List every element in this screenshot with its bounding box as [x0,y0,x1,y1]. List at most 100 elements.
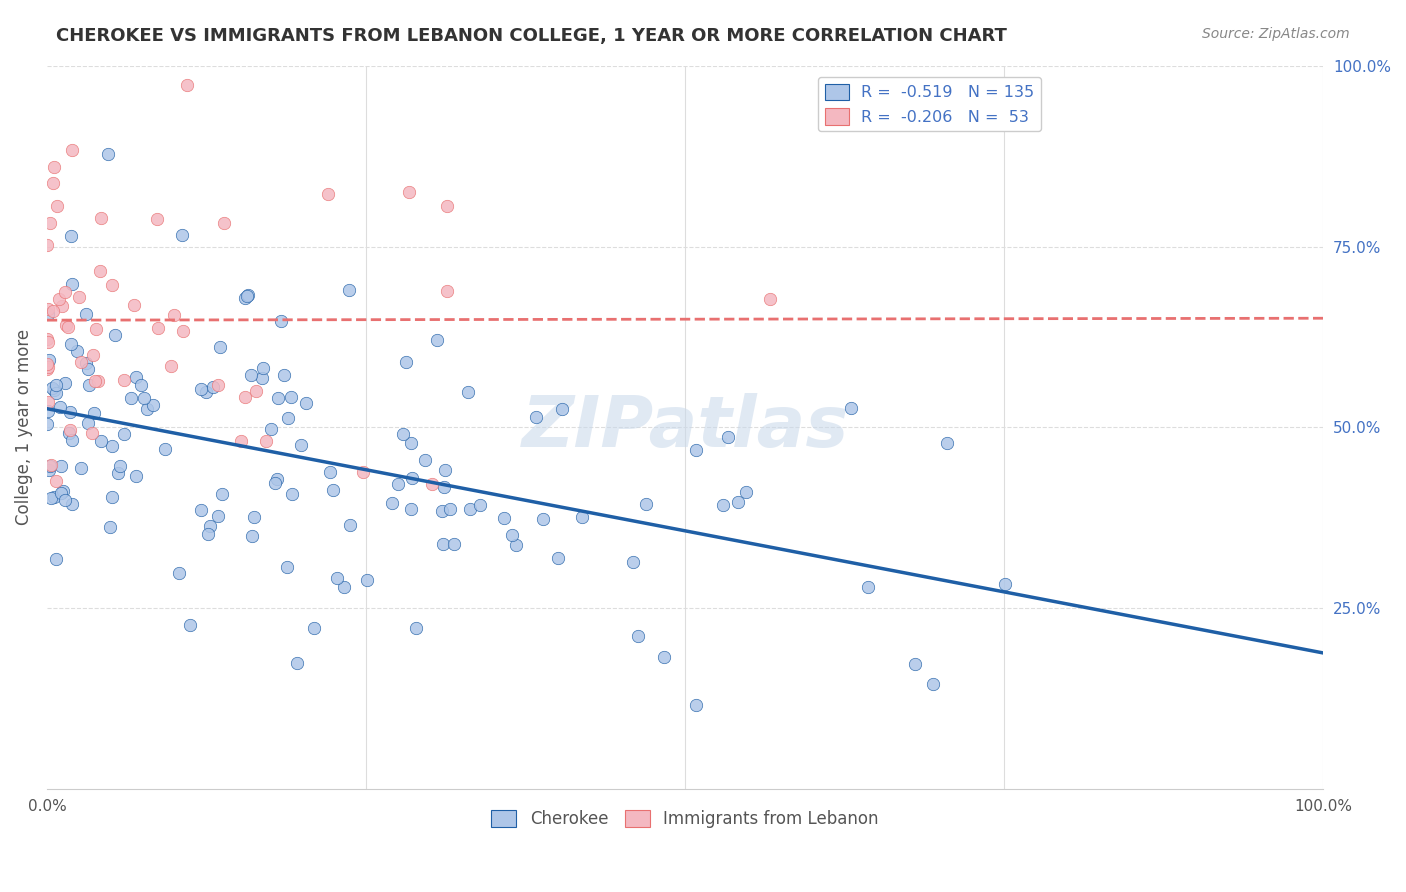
Point [39,458,62,473]
Point [48,292,70,306]
Point [457,385,479,400]
Point [108,458,131,473]
Point [685,443,707,458]
Point [439,501,461,516]
Point [685,698,707,712]
Point [66,344,89,359]
Point [42,160,65,174]
Point [839,401,862,416]
Point [936,436,959,450]
Point [211,487,233,501]
Point [179,618,201,632]
Point [277,410,299,425]
Point [759,292,782,306]
Point [505,538,527,552]
Point [59,229,82,244]
Point [35,362,58,376]
Point [266,392,288,406]
Point [436,284,458,298]
Point [59,405,82,419]
Point [285,656,308,670]
Point [60,433,83,447]
Point [339,518,361,533]
Point [922,676,945,690]
Point [122,298,145,312]
Point [239,368,262,382]
Point [60,277,83,292]
Point [571,510,593,524]
Point [233,390,256,404]
Point [290,438,312,452]
Point [38,353,60,368]
Point [716,430,738,444]
Point [35,358,58,372]
Point [53,285,76,299]
Point [627,629,650,643]
Point [159,359,181,374]
Point [443,537,465,551]
Point [101,490,124,504]
Point [49,401,72,415]
Point [176,78,198,93]
Point [37,395,59,409]
Point [502,528,524,542]
Point [120,391,142,405]
Point [58,425,80,440]
Point [37,404,59,418]
Point [55,318,77,332]
Point [35,417,58,431]
Point [125,468,148,483]
Point [134,392,156,406]
Point [39,491,62,506]
Point [468,498,491,512]
Point [35,238,58,252]
Point [233,291,256,305]
Point [207,508,229,523]
Point [198,519,221,533]
Point [67,290,90,304]
Text: ZIPatlas: ZIPatlas [522,392,849,462]
Point [190,502,212,516]
Point [994,577,1017,591]
Point [60,143,83,157]
Point [280,486,302,500]
Point [38,216,60,230]
Point [45,199,67,213]
Point [87,374,110,388]
Point [273,368,295,382]
Point [145,212,167,227]
Point [79,377,101,392]
Point [250,371,273,385]
Point [129,377,152,392]
Point [634,497,657,511]
Point [322,483,344,497]
Point [337,283,360,297]
Point [77,416,100,430]
Point [266,472,288,486]
Point [125,369,148,384]
Point [75,356,97,370]
Point [82,425,104,440]
Point [37,359,59,374]
Point [70,461,93,475]
Point [401,435,423,450]
Point [37,332,59,346]
Point [333,580,356,594]
Point [208,340,231,354]
Point [112,373,135,387]
Point [170,227,193,242]
Point [104,328,127,343]
Point [90,211,112,226]
Point [236,289,259,303]
Point [45,551,67,566]
Point [294,396,316,410]
Point [97,147,120,161]
Point [413,453,436,467]
Point [401,471,423,485]
Point [98,520,121,534]
Point [45,385,67,400]
Point [153,442,176,456]
Point [45,378,67,392]
Point [190,382,212,396]
Point [356,573,378,587]
